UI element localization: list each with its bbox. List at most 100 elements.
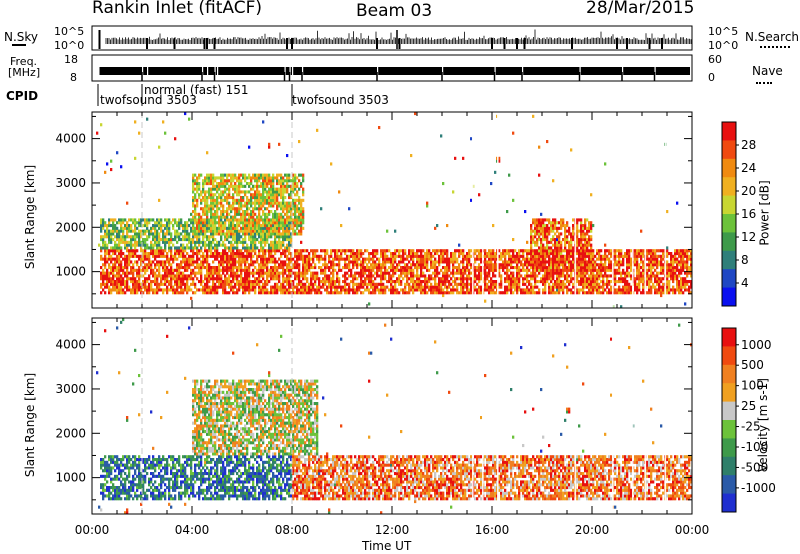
echo-cell	[204, 277, 207, 281]
echo-cell	[334, 257, 337, 261]
echo-cell	[194, 285, 197, 289]
echo-cell	[548, 226, 551, 230]
echo-cell	[278, 212, 281, 216]
echo-cell	[508, 173, 511, 177]
echo-cell	[478, 271, 481, 275]
echo-cell	[218, 176, 221, 180]
echo-cell	[462, 260, 465, 264]
echo-cell	[582, 246, 585, 250]
echo-cell	[188, 240, 191, 244]
echo-cell	[164, 260, 167, 264]
echo-cell	[206, 274, 209, 278]
echo-cell	[232, 271, 235, 275]
echo-cell	[408, 260, 411, 264]
echo-cell	[248, 274, 251, 278]
echo-cell	[296, 288, 299, 292]
echo-cell	[262, 120, 265, 124]
echo-cell	[210, 252, 213, 256]
echo-cell	[520, 260, 523, 264]
echo-cell	[106, 235, 109, 239]
echo-cell	[280, 176, 283, 180]
echo-cell	[178, 238, 181, 242]
echo-cell	[136, 285, 139, 289]
echo-cell	[160, 263, 163, 267]
echo-cell	[534, 277, 537, 281]
echo-cell	[374, 285, 377, 289]
echo-cell	[450, 257, 453, 261]
echo-cell	[252, 212, 255, 216]
echo-cell	[580, 235, 583, 239]
echo-cell	[206, 257, 209, 261]
echo-cell	[564, 277, 567, 281]
echo-cell	[294, 207, 297, 211]
echo-cell	[396, 280, 399, 284]
echo-cell	[112, 221, 115, 225]
echo-cell	[336, 257, 339, 261]
echo-cell	[150, 288, 153, 292]
echo-cell	[204, 179, 207, 183]
echo-cell	[588, 260, 591, 264]
echo-cell	[374, 252, 377, 256]
echo-cell	[568, 229, 571, 233]
echo-cell	[416, 249, 419, 253]
echo-cell	[568, 240, 571, 244]
echo-cell	[172, 268, 175, 272]
echo-cell	[192, 277, 195, 281]
echo-cell	[194, 187, 197, 191]
echo-cell	[268, 210, 271, 214]
echo-cell	[100, 249, 103, 253]
echo-cell	[538, 232, 541, 236]
echo-cell	[290, 280, 293, 284]
echo-cell	[228, 285, 231, 289]
echo-cell	[438, 260, 441, 264]
echo-cell	[204, 221, 207, 225]
echo-cell	[558, 254, 561, 258]
echo-cell	[244, 204, 247, 208]
echo-cell	[168, 271, 171, 275]
echo-cell	[192, 198, 195, 202]
echo-cell	[166, 257, 169, 261]
echo-cell	[360, 277, 363, 281]
echo-cell	[178, 280, 181, 284]
echo-cell	[174, 232, 177, 236]
echo-cell	[420, 280, 423, 284]
echo-cell	[526, 260, 529, 264]
echo-cell	[196, 201, 199, 205]
echo-cell	[418, 285, 421, 289]
echo-cell	[218, 196, 221, 200]
echo-cell	[442, 182, 445, 186]
echo-cell	[222, 212, 225, 216]
echo-cell	[142, 285, 145, 289]
echo-cell	[238, 224, 241, 228]
echo-cell	[448, 260, 451, 264]
echo-cell	[434, 282, 437, 286]
echo-cell	[416, 277, 419, 281]
echo-cell	[340, 224, 343, 228]
echo-cell	[364, 282, 367, 286]
echo-cell	[294, 254, 297, 258]
echo-cell	[258, 190, 261, 194]
echo-cell	[502, 268, 505, 272]
echo-cell	[172, 218, 175, 222]
echo-cell	[300, 224, 303, 228]
echo-cell	[474, 271, 477, 275]
echo-cell	[322, 249, 325, 253]
echo-cell	[266, 196, 269, 200]
echo-cell	[182, 246, 185, 250]
echo-cell	[292, 285, 295, 289]
echo-cell	[242, 260, 245, 264]
echo-cell	[540, 252, 543, 256]
echo-cell	[120, 274, 123, 278]
echo-cell	[532, 235, 535, 239]
echo-cell	[514, 282, 517, 286]
echo-cell	[568, 263, 571, 267]
echo-cell	[134, 120, 137, 124]
echo-cell	[144, 277, 147, 281]
echo-cell	[286, 238, 289, 242]
echo-cell	[388, 288, 391, 292]
echo-cell	[160, 221, 163, 225]
echo-cell	[562, 291, 565, 295]
echo-cell	[196, 288, 199, 292]
echo-cell	[148, 282, 151, 286]
echo-cell	[112, 280, 115, 284]
